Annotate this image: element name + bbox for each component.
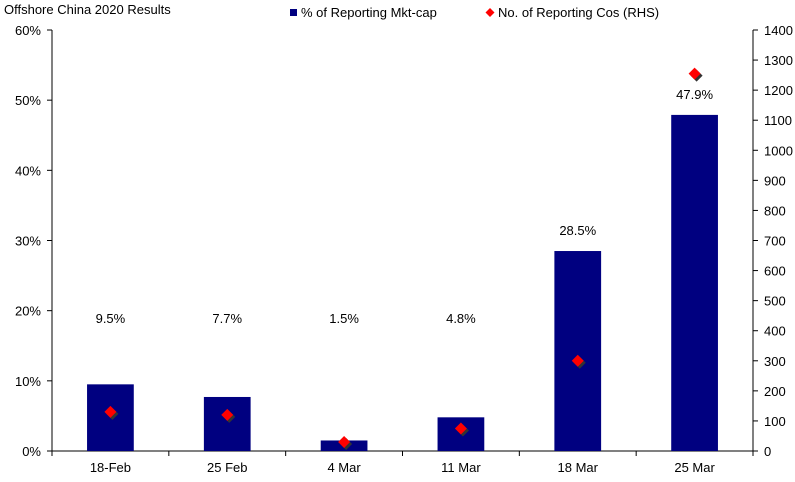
y-right-tick-label: 800 [764, 203, 786, 218]
bar [671, 114, 718, 451]
bar-data-label: 28.5% [559, 223, 596, 238]
y-left-tick-label: 60% [15, 23, 41, 38]
y-right-tick-label: 1400 [764, 23, 793, 38]
y-right-tick-label: 400 [764, 324, 786, 339]
bar [554, 251, 602, 451]
x-tick-label: 25 Feb [207, 460, 247, 475]
legend-label-bar: % of Reporting Mkt-cap [301, 5, 437, 20]
y-left-tick-label: 10% [15, 374, 41, 389]
axes: 0% 10% 20% 30% 40% 50% 60% 0 100 200 300 400 500 600 7… [15, 23, 793, 475]
bar-data-label: 1.5% [329, 311, 359, 326]
bar-data-label: 7.7% [212, 311, 242, 326]
data-labels: 9.5% 7.7% 1.5% 4.8% 28.5% 47.9% [96, 87, 714, 326]
y-right-tick-label: 100 [764, 414, 786, 429]
marker-point [454, 422, 467, 435]
y-left-tick-label: 0% [22, 444, 41, 459]
chart-title: Offshore China 2020 Results [4, 2, 171, 17]
marker-point [104, 405, 117, 418]
bar [203, 396, 251, 451]
y-right-tick-label: 1000 [764, 143, 793, 158]
x-tick-label: 18-Feb [90, 460, 131, 475]
legend-swatch-marker [485, 8, 495, 17]
y-left-tick-label: 50% [15, 93, 41, 108]
marker-series [104, 67, 703, 450]
bar-series [87, 114, 718, 451]
y-left-tick-label: 40% [15, 163, 41, 178]
y-right-tick-label: 500 [764, 294, 786, 309]
y-right-tick-label: 900 [764, 173, 786, 188]
marker-point [221, 408, 234, 421]
y-left-tick-label: 30% [15, 234, 41, 249]
legend-label-marker: No. of Reporting Cos (RHS) [498, 5, 659, 20]
y-right-tick-label: 600 [764, 264, 786, 279]
x-tick-label: 25 Mar [674, 460, 715, 475]
marker-point [688, 67, 701, 80]
y-right-tick-label: 700 [764, 234, 786, 249]
legend-swatch-bar [290, 9, 297, 16]
bar-data-label: 47.9% [676, 87, 713, 102]
x-tick-label: 4 Mar [327, 460, 361, 475]
x-tick-label: 18 Mar [558, 460, 599, 475]
y-right-tick-label: 1200 [764, 83, 793, 98]
y-right-tick-label: 1300 [764, 53, 793, 68]
bar-data-label: 4.8% [446, 311, 476, 326]
y-right-tick-label: 1100 [764, 113, 792, 128]
x-tick-label: 11 Mar [441, 460, 481, 475]
marker-point [338, 435, 351, 448]
bar-data-label: 9.5% [96, 311, 126, 326]
legend: % of Reporting Mkt-cap No. of Reporting C… [290, 5, 659, 20]
marker-point [571, 354, 584, 367]
y-right-tick-label: 200 [764, 384, 786, 399]
y-right-tick-label: 0 [764, 444, 771, 459]
y-left-tick-label: 20% [15, 304, 41, 319]
y-right-tick-label: 300 [764, 354, 786, 369]
